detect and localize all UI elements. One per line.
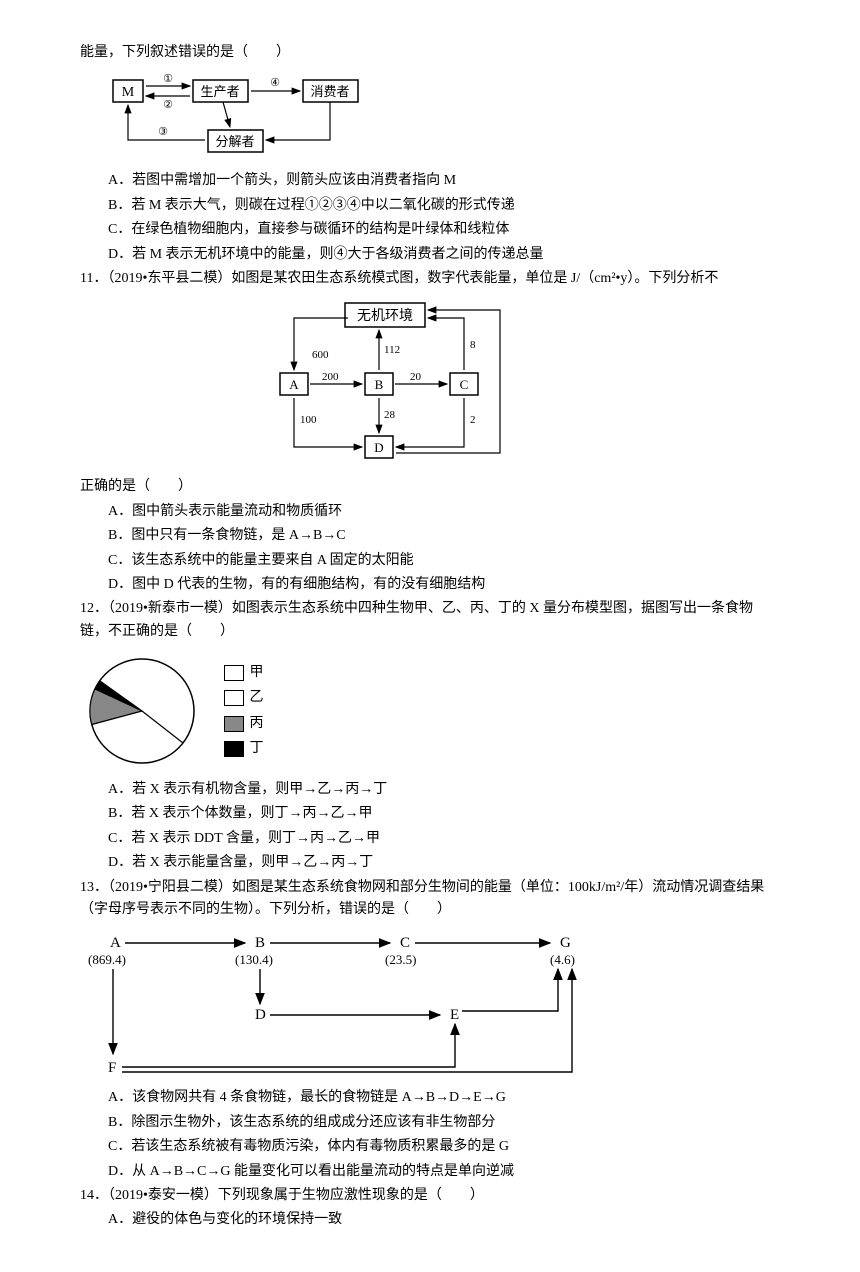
svg-text:112: 112 bbox=[384, 344, 400, 356]
q13-opt-d: D．从 A→B→C→G 能量变化可以看出能量流动的特点是单向逆减 bbox=[108, 1161, 780, 1183]
q12-opt-c: C．若 X 表示 DDT 含量，则丁→丙→乙→甲 bbox=[108, 828, 780, 850]
svg-text:28: 28 bbox=[384, 409, 396, 421]
q10-opt-c: C．在绿色植物细胞内，直接参与碳循环的结构是叶绿体和线粒体 bbox=[108, 219, 780, 241]
q10-opt-d: D．若 M 表示无机环境中的能量，则④大于各级消费者之间的传递总量 bbox=[108, 244, 780, 266]
svg-text:8: 8 bbox=[470, 339, 476, 351]
svg-text:生产者: 生产者 bbox=[200, 84, 239, 99]
svg-text:消费者: 消费者 bbox=[310, 84, 349, 99]
q13-opt-a: A．该食物网共有 4 条食物链，最长的食物链是 A→B→D→E→G bbox=[108, 1087, 780, 1109]
q11-stem2: 正确的是（ ） bbox=[80, 476, 780, 498]
svg-text:(130.4): (130.4) bbox=[235, 952, 273, 967]
q14-stem: 14．（2019•泰安一模）下列现象属于生物应激性现象的是（ ） bbox=[80, 1185, 780, 1207]
diagram-pie: 甲 乙 丙 丁 bbox=[80, 651, 780, 771]
svg-text:D: D bbox=[374, 440, 383, 455]
diagram-farmland: 无机环境 A B C D 600 112 8 200 20 100 28 2 bbox=[260, 298, 780, 468]
q11-opt-d: D．图中 D 代表的生物，有的有细胞结构，有的没有细胞结构 bbox=[108, 574, 780, 596]
q10-opt-a: A．若图中需增加一个箭头，则箭头应该由消费者指向 M bbox=[108, 170, 780, 192]
svg-text:G: G bbox=[560, 935, 571, 951]
svg-text:100: 100 bbox=[300, 414, 317, 426]
q11-opt-a: A．图中箭头表示能量流动和物质循环 bbox=[108, 501, 780, 523]
svg-text:D: D bbox=[255, 1007, 266, 1023]
q11-stem: 11．（2019•东平县二模）如图是某农田生态系统模式图，数字代表能量，单位是 … bbox=[80, 268, 780, 290]
q12-opt-a: A．若 X 表示有机物含量，则甲→乙→丙→丁 bbox=[108, 779, 780, 801]
q10-opt-b: B．若 M 表示大气，则碳在过程①②③④中以二氧化碳的形式传递 bbox=[108, 195, 780, 217]
svg-text:(869.4): (869.4) bbox=[88, 952, 126, 967]
svg-text:①: ① bbox=[163, 73, 173, 85]
legend-jia: 甲 bbox=[224, 662, 264, 684]
svg-text:600: 600 bbox=[312, 349, 329, 361]
svg-text:②: ② bbox=[163, 99, 173, 111]
legend-yi: 乙 bbox=[224, 687, 264, 709]
svg-text:分解者: 分解者 bbox=[215, 134, 254, 149]
q11-opt-b: B．图中只有一条食物链，是 A→B→C bbox=[108, 525, 780, 547]
svg-text:E: E bbox=[450, 1007, 459, 1023]
svg-text:C: C bbox=[460, 377, 469, 392]
svg-text:(4.6): (4.6) bbox=[550, 952, 575, 967]
svg-text:B: B bbox=[375, 377, 384, 392]
svg-text:无机环境: 无机环境 bbox=[357, 308, 413, 324]
svg-text:M: M bbox=[122, 85, 135, 100]
q12-stem: 12．（2019•新泰市一模）如图表示生态系统中四种生物甲、乙、丙、丁的 X 量… bbox=[80, 598, 780, 643]
q13-opt-c: C．若该生态系统被有毒物质污染，体内有毒物质积累最多的是 G bbox=[108, 1136, 780, 1158]
legend-bing: 丙 bbox=[224, 713, 264, 735]
svg-text:④: ④ bbox=[270, 77, 280, 89]
q11-opt-c: C．该生态系统中的能量主要来自 A 固定的太阳能 bbox=[108, 550, 780, 572]
diagram-m-ecosystem: M 生产者 消费者 分解者 ① ② ④ ③ bbox=[108, 72, 780, 162]
svg-text:A: A bbox=[289, 377, 299, 392]
svg-text:2: 2 bbox=[470, 414, 476, 426]
intro-cont: 能量，下列叙述错误的是（ ） bbox=[80, 42, 780, 64]
q13-stem: 13．（2019•宁阳县二模）如图是某生态系统食物网和部分生物间的能量（单位：1… bbox=[80, 877, 780, 922]
svg-text:(23.5): (23.5) bbox=[385, 952, 416, 967]
legend-ding: 丁 bbox=[224, 738, 264, 760]
q12-opt-d: D．若 X 表示能量含量，则甲→乙→丙→丁 bbox=[108, 852, 780, 874]
svg-text:C: C bbox=[400, 935, 410, 951]
diagram-foodweb: A (869.4) B (130.4) C (23.5) G (4.6) D E… bbox=[80, 929, 780, 1079]
q12-opt-b: B．若 X 表示个体数量，则丁→丙→乙→甲 bbox=[108, 803, 780, 825]
svg-text:200: 200 bbox=[322, 371, 339, 383]
svg-text:20: 20 bbox=[410, 371, 422, 383]
q13-opt-b: B．除图示生物外，该生态系统的组成成分还应该有非生物部分 bbox=[108, 1112, 780, 1134]
svg-text:F: F bbox=[108, 1060, 116, 1076]
q14-opt-a: A．避役的体色与变化的环境保持一致 bbox=[108, 1209, 780, 1231]
svg-text:B: B bbox=[255, 935, 265, 951]
svg-text:③: ③ bbox=[158, 126, 168, 138]
svg-text:A: A bbox=[110, 935, 121, 951]
